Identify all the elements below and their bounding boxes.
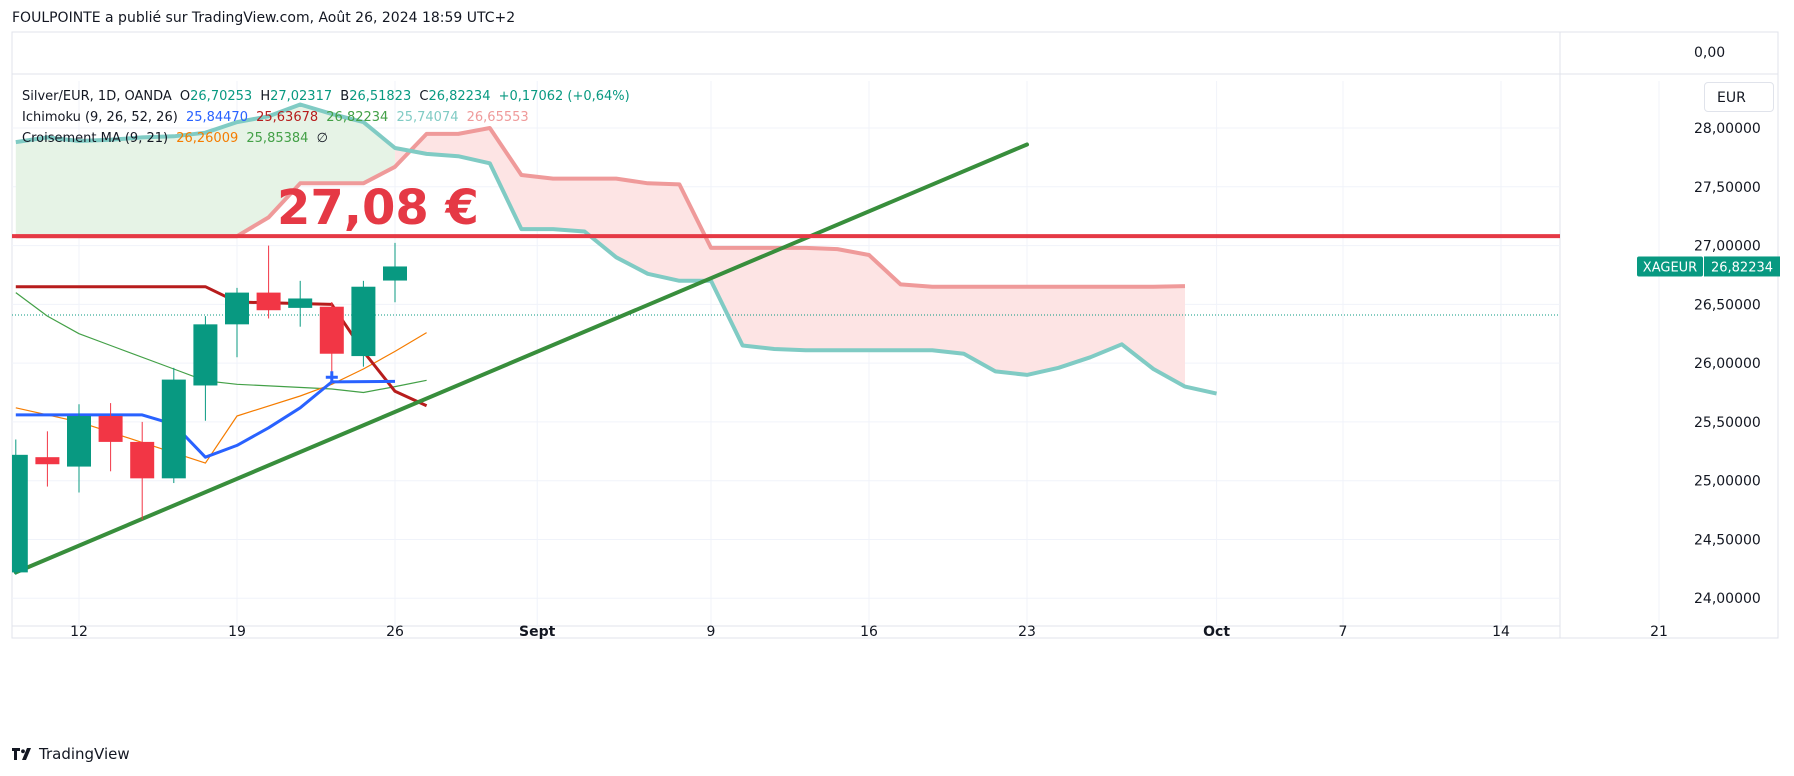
candle-body	[319, 306, 344, 354]
x-tick-label: Oct	[1203, 624, 1230, 640]
y-tick-label: 0,00	[1694, 45, 1725, 61]
candle-body	[225, 292, 249, 325]
legend-ma-value: 26,26009	[176, 131, 239, 146]
last-price-tag-label: 26,82234	[1711, 260, 1773, 275]
candle	[351, 280, 376, 367]
candle-body	[67, 416, 91, 467]
legend-ma-empty-icon: ∅	[316, 131, 328, 146]
legend-ma-label[interactable]: Croisement MA (9, 21)	[22, 131, 169, 146]
candle-body	[98, 416, 123, 442]
ichimoku-cloud	[395, 128, 1185, 387]
y-tick-label: 28,00000	[1694, 121, 1761, 137]
footer-brand[interactable]: TradingView	[12, 745, 130, 763]
candle-body	[35, 457, 60, 465]
legend: Silver/EUR, 1D, OANDA O26,70253 H27,0231…	[22, 86, 634, 149]
legend-ichimoku-row: Ichimoku (9, 26, 52, 26) 25,84470 25,636…	[22, 107, 634, 128]
x-tick-label: 9	[707, 624, 716, 640]
candle	[35, 431, 60, 487]
x-tick-label: 12	[70, 624, 88, 640]
legend-ichimoku-value: 25,74074	[396, 110, 459, 125]
candle-body	[383, 266, 407, 281]
legend-high: H27,02317	[260, 89, 333, 104]
legend-ma-value: 25,85384	[246, 131, 309, 146]
candle-body	[161, 379, 186, 479]
x-tick-label: 14	[1492, 624, 1510, 640]
y-tick-label: 25,00000	[1694, 474, 1761, 490]
last-price-tag	[1704, 256, 1780, 277]
candle	[130, 421, 155, 520]
trendline	[13, 142, 1029, 575]
tradingview-logo-icon	[12, 748, 31, 760]
candle	[256, 245, 281, 319]
candle-body	[130, 441, 155, 479]
candle-body	[288, 298, 313, 308]
x-tick-label: 7	[1339, 624, 1348, 640]
legend-change: +0,17062 (+0,64%)	[498, 89, 630, 104]
legend-open: O26,70253	[179, 89, 253, 104]
candle	[383, 242, 407, 303]
candle	[225, 287, 249, 358]
candle	[161, 367, 186, 484]
y-tick-label: 25,50000	[1694, 415, 1761, 431]
plot-area	[12, 102, 1560, 575]
candle-body	[12, 454, 28, 573]
footer-brand-label: TradingView	[39, 745, 130, 763]
candle	[67, 404, 91, 493]
y-tick-label: 27,50000	[1694, 180, 1761, 196]
legend-ma-row: Croisement MA (9, 21) 26,26009 25,85384 …	[22, 128, 634, 149]
ichimoku-cloud	[15, 104, 396, 237]
y-tick-label: 26,50000	[1694, 297, 1761, 313]
publish-header: FOULPOINTE a publié sur TradingView.com,…	[12, 10, 516, 26]
y-tick-label: 24,50000	[1694, 532, 1761, 548]
legend-ichimoku-label[interactable]: Ichimoku (9, 26, 52, 26)	[22, 110, 178, 125]
level-annotation: 27,08 €	[277, 180, 479, 236]
candle-body	[351, 286, 376, 357]
currency-button[interactable]: EUR	[1704, 82, 1774, 112]
legend-close: C26,82234	[419, 89, 491, 104]
legend-low: B26,51823	[340, 89, 412, 104]
series-line-tenkan	[15, 379, 396, 459]
x-tick-label: 26	[386, 624, 404, 640]
candle-body	[256, 292, 281, 311]
x-tick-label: 16	[860, 624, 878, 640]
candle	[98, 403, 123, 472]
candle	[319, 302, 344, 375]
x-tick-label: Sept	[519, 624, 556, 640]
legend-ichimoku-value: 26,82234	[326, 110, 389, 125]
legend-ichimoku-value: 25,84470	[185, 110, 248, 125]
x-tick-label: 19	[228, 624, 246, 640]
x-tick-label: 21	[1650, 624, 1668, 640]
candle-body	[193, 324, 218, 386]
y-tick-label: 26,00000	[1694, 356, 1761, 372]
symbol-price-tag-label: XAGEUR	[1643, 260, 1697, 275]
y-tick-label: 27,00000	[1694, 239, 1761, 255]
legend-symbol-row: Silver/EUR, 1D, OANDA O26,70253 H27,0231…	[22, 86, 634, 107]
legend-symbol[interactable]: Silver/EUR, 1D, OANDA	[22, 89, 172, 104]
x-tick-label: 23	[1018, 624, 1036, 640]
candle	[288, 280, 313, 327]
candle	[12, 439, 28, 575]
y-tick-label: 24,00000	[1694, 591, 1761, 607]
legend-ichimoku-value: 26,65553	[466, 110, 529, 125]
symbol-price-tag	[1637, 256, 1703, 277]
series-line-senkou-span-a	[15, 126, 1186, 289]
legend-ichimoku-value: 25,63678	[256, 110, 319, 125]
candle	[193, 316, 218, 421]
chart-frame	[11, 31, 1779, 639]
tenkan-cross-marker	[325, 371, 338, 384]
series-line-senkou-span-b	[15, 102, 1218, 396]
